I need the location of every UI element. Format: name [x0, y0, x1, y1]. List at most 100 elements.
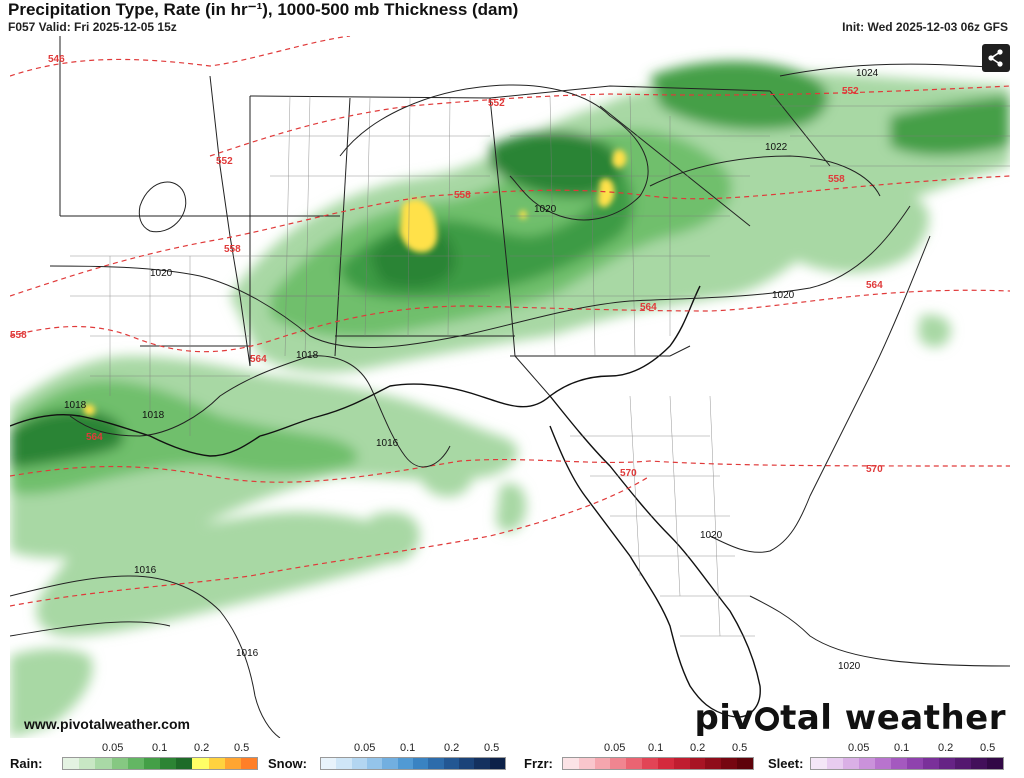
legend-swatch — [111, 758, 128, 769]
legend-swatch — [127, 758, 144, 769]
weather-map[interactable]: 546 552 552 552 558 558 558 558 564 564 … — [10, 36, 1010, 738]
legend-tick: 0.1 — [152, 742, 168, 754]
legend-swatch — [891, 758, 907, 769]
legend-tick: 0.5 — [234, 742, 250, 754]
precip-legend: Rain: 0.05 0.1 0.2 0.5 Snow: 0.05 0.1 0.… — [0, 742, 1024, 778]
legend-tick: 0.5 — [732, 742, 748, 754]
legend-swatch — [160, 758, 177, 769]
legend-swatch — [412, 758, 429, 769]
pressure-label: 1020 — [838, 661, 861, 672]
site-url[interactable]: www.pivotalweather.com — [24, 716, 190, 732]
legend-tick: 0.2 — [194, 742, 210, 754]
legend-swatch — [563, 758, 579, 769]
legend-swatch — [143, 758, 161, 769]
pressure-label-group: 1024 1022 1020 1020 1020 1020 1020 1018 … — [64, 68, 879, 672]
legend-tick: 0.5 — [980, 742, 996, 754]
pressure-label: 1020 — [150, 268, 173, 279]
legend-swatch — [336, 758, 352, 769]
thickness-label: 564 — [250, 354, 267, 365]
thickness-label: 558 — [454, 190, 471, 201]
thickness-label: 558 — [828, 174, 845, 185]
legend-swatch — [987, 758, 1003, 769]
thickness-label: 564 — [866, 280, 883, 291]
legend-frzr-label: Frzr: — [524, 756, 553, 771]
legend-swatch — [610, 758, 627, 769]
legend-snow: Snow: 0.05 0.1 0.2 0.5 — [268, 742, 508, 778]
legend-swatch — [443, 758, 459, 769]
legend-swatch — [95, 758, 112, 769]
pressure-label: 1024 — [856, 68, 879, 79]
thickness-label: 564 — [640, 302, 657, 313]
thickness-label: 570 — [866, 464, 883, 475]
thickness-contours — [10, 36, 1010, 607]
legend-sleet: Sleet: 0.05 0.1 0.2 0.5 — [768, 742, 1018, 778]
pressure-label: 1016 — [134, 565, 157, 576]
legend-swatch — [578, 758, 595, 769]
legend-swatch — [458, 758, 475, 769]
legend-swatch — [79, 758, 96, 769]
legend-swatch — [939, 758, 955, 769]
legend-swatch — [689, 758, 706, 769]
thickness-label: 564 — [86, 432, 103, 443]
legend-swatch — [811, 758, 827, 769]
legend-swatch — [673, 758, 690, 769]
legend-snow-bar — [320, 757, 506, 770]
legend-swatch — [657, 758, 674, 769]
legend-rain: Rain: 0.05 0.1 0.2 0.5 — [10, 742, 260, 778]
thickness-label: 546 — [48, 54, 65, 65]
pressure-label: 1020 — [772, 290, 795, 301]
legend-swatch — [642, 758, 658, 769]
legend-swatch — [859, 758, 875, 769]
legend-swatch — [489, 758, 505, 769]
legend-swatch — [176, 758, 193, 769]
thickness-label: 558 — [10, 330, 27, 341]
heavy-precip-spots — [83, 149, 627, 416]
pressure-label: 1018 — [142, 410, 165, 421]
legend-swatch — [827, 758, 843, 769]
valid-time: F057 Valid: Fri 2025-12-05 15z — [8, 20, 177, 34]
legend-tick: 0.1 — [648, 742, 664, 754]
legend-sleet-bar — [810, 757, 1004, 770]
pressure-label: 1016 — [236, 648, 259, 659]
legend-tick: 0.05 — [102, 742, 124, 754]
legend-swatch — [875, 758, 891, 769]
legend-swatch — [240, 758, 258, 769]
pressure-label: 1022 — [765, 142, 788, 153]
legend-swatch — [923, 758, 939, 769]
brand-text-pre: piv — [694, 698, 755, 738]
thickness-label: 558 — [224, 244, 241, 255]
legend-swatch — [208, 758, 225, 769]
state-borders — [59, 36, 831, 397]
brand-text-post: tal weather — [780, 698, 1006, 738]
legend-swatch — [474, 758, 490, 769]
brand-logo: piv tal weather — [694, 698, 1006, 738]
share-button[interactable] — [982, 44, 1010, 72]
legend-swatch — [737, 758, 753, 769]
legend-swatch — [955, 758, 971, 769]
legend-swatch — [192, 758, 209, 769]
legend-swatch — [971, 758, 987, 769]
legend-tick: 0.05 — [604, 742, 626, 754]
legend-swatch — [366, 758, 383, 769]
legend-frzr-bar — [562, 757, 754, 770]
legend-frzr: Frzr: 0.05 0.1 0.2 0.5 — [524, 742, 760, 778]
pressure-label: 1020 — [700, 530, 723, 541]
legend-tick: 0.2 — [444, 742, 460, 754]
legend-tick: 0.2 — [690, 742, 706, 754]
pressure-contours — [10, 63, 1010, 738]
legend-swatch — [907, 758, 923, 769]
thickness-label: 570 — [620, 468, 637, 479]
legend-swatch — [721, 758, 738, 769]
pressure-label: 1018 — [296, 350, 319, 361]
share-icon — [988, 49, 1003, 67]
legend-tick: 0.05 — [848, 742, 870, 754]
pressure-label: 1020 — [534, 204, 557, 215]
thickness-label: 552 — [488, 98, 505, 109]
pressure-label: 1018 — [64, 400, 87, 411]
legend-tick: 0.5 — [484, 742, 500, 754]
legend-swatch — [224, 758, 241, 769]
legend-swatch — [705, 758, 722, 769]
legend-swatch — [382, 758, 398, 769]
legend-tick: 0.05 — [354, 742, 376, 754]
legend-tick: 0.1 — [400, 742, 416, 754]
